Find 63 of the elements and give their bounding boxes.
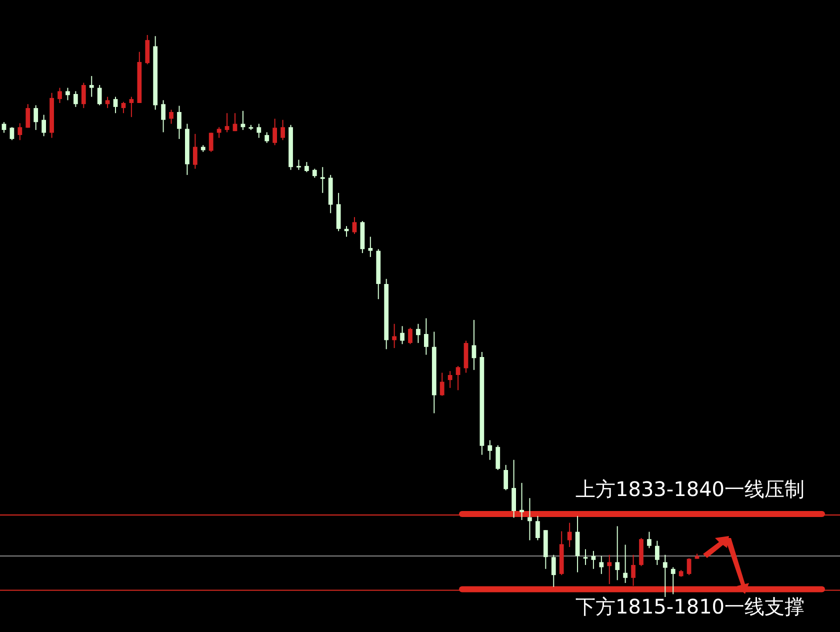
ref-line-label: 下方1815-1810一线支撑 <box>575 594 805 618</box>
candlestick <box>528 498 532 541</box>
candlestick <box>472 319 476 370</box>
candlestick <box>73 90 78 108</box>
candlestick <box>66 87 70 101</box>
candlestick <box>662 554 668 598</box>
candlestick <box>97 84 102 106</box>
candlestick <box>177 105 182 140</box>
candlestick <box>89 76 94 98</box>
candlestick <box>400 326 404 345</box>
candlestick <box>488 440 492 460</box>
candlestick <box>599 555 604 574</box>
ref-line-label: 上方1833-1840一线压制 <box>575 477 805 502</box>
candlestick <box>34 104 38 130</box>
candlestick <box>456 366 460 391</box>
candlestick <box>440 372 444 396</box>
candlestick <box>129 96 134 118</box>
candlestick <box>536 516 540 541</box>
candlestick <box>504 464 508 491</box>
candlestick <box>280 119 285 141</box>
candlestick <box>81 82 86 109</box>
candlestick <box>121 101 126 114</box>
candlestick <box>216 126 222 138</box>
candlestick <box>424 318 428 356</box>
candlestick <box>272 118 278 146</box>
candlestick <box>352 216 357 234</box>
candlestick <box>256 123 262 138</box>
candlestick <box>591 550 596 570</box>
candlestick <box>416 323 420 344</box>
candlestick <box>496 444 500 470</box>
candlestick <box>224 112 230 133</box>
candlestick <box>551 554 556 588</box>
candlestick <box>304 162 309 173</box>
candlestick <box>623 544 628 584</box>
candlestick <box>368 236 373 258</box>
candlestick <box>686 558 692 576</box>
candlestick <box>145 34 150 65</box>
candlestick <box>670 566 676 595</box>
candlestick <box>10 126 14 141</box>
candlestick <box>408 327 412 345</box>
candlestick <box>392 323 397 349</box>
candlestick <box>58 87 62 104</box>
candlestick <box>520 482 524 521</box>
candlestick <box>26 104 30 128</box>
candlestick <box>615 526 620 581</box>
candlestick <box>105 96 110 109</box>
candlestick <box>448 370 452 388</box>
candlestick <box>208 132 214 152</box>
candlestick <box>192 133 198 170</box>
candlestick <box>583 548 588 566</box>
candlestick <box>169 109 174 124</box>
candlestick <box>647 531 652 549</box>
candlestick <box>113 96 118 114</box>
candlestick <box>264 132 270 144</box>
candlestick <box>42 114 46 137</box>
candlestick <box>18 122 22 141</box>
candlestick <box>320 166 325 194</box>
candlestick <box>654 540 660 566</box>
candlestick <box>567 522 572 548</box>
candlestick <box>161 100 166 133</box>
candlestick <box>296 159 301 170</box>
candlestick <box>607 554 612 585</box>
candlestick <box>512 459 516 518</box>
